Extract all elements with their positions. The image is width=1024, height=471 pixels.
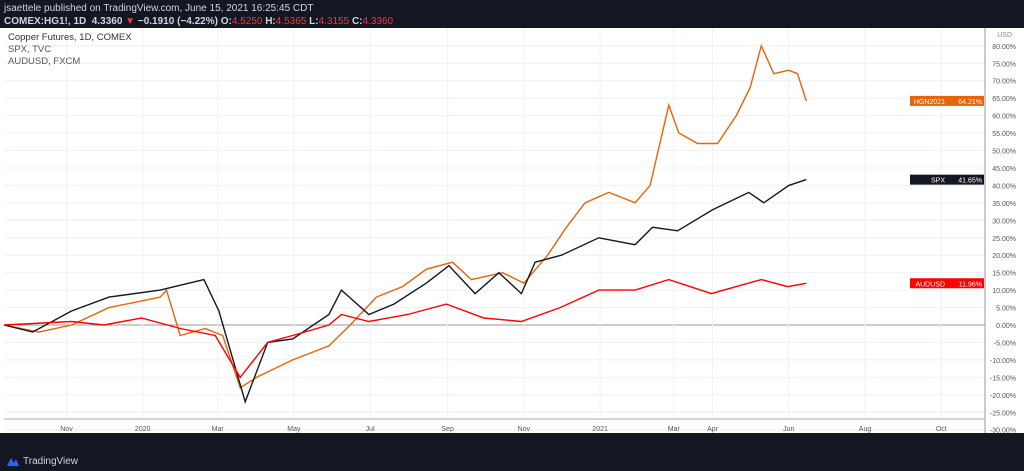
y-tick-label: -5.00% bbox=[994, 340, 1016, 347]
y-tick-label: 55.00% bbox=[992, 131, 1016, 138]
series-line-spx bbox=[3, 178, 807, 405]
last-value-badge bbox=[910, 278, 984, 289]
y-tick-label: 65.00% bbox=[992, 96, 1016, 103]
tradingview-logo-icon bbox=[7, 458, 19, 466]
y-tick-label: 10.00% bbox=[992, 288, 1016, 295]
series-line-hgn2021 bbox=[3, 43, 807, 389]
x-tick-label: 2020 bbox=[135, 426, 151, 433]
y-tick-label: 75.00% bbox=[992, 61, 1016, 68]
last-value-badge bbox=[910, 174, 984, 185]
open: 4.5250 bbox=[231, 16, 263, 27]
y-tick-label: 45.00% bbox=[992, 166, 1016, 173]
y-tick-label: -10.00% bbox=[990, 358, 1016, 365]
high-label: H: bbox=[265, 16, 276, 27]
x-tick-label: Aug bbox=[859, 426, 872, 433]
x-tick-label: Jul bbox=[366, 426, 375, 433]
legend-spx: SPX, TVC bbox=[8, 44, 52, 55]
x-tick-label: Sep bbox=[441, 426, 454, 433]
last-value-badge bbox=[910, 95, 984, 106]
y-tick-label: 30.00% bbox=[992, 218, 1016, 225]
x-tick-label: Apr bbox=[707, 426, 719, 433]
last-price: 4.3360 bbox=[91, 16, 123, 27]
close: 4.3360 bbox=[362, 16, 394, 27]
y-tick-label: 35.00% bbox=[992, 201, 1016, 208]
x-tick-label: Nov bbox=[60, 426, 73, 433]
legend: Copper Futures, 1D, COMEX SPX, TVC AUDUS… bbox=[8, 32, 132, 68]
y-tick-label: 15.00% bbox=[992, 271, 1016, 278]
y-tick-label: 0.00% bbox=[996, 323, 1016, 330]
x-tick-label: Mar bbox=[668, 426, 681, 433]
open-label: O: bbox=[220, 16, 232, 27]
down-arrow-icon: ▼ bbox=[125, 16, 136, 27]
series-name-label: SPX bbox=[931, 178, 945, 185]
series-name-label: HGN2021 bbox=[914, 99, 945, 106]
y-tick-label: 20.00% bbox=[992, 253, 1016, 260]
y-tick-label: -15.00% bbox=[990, 375, 1016, 382]
y-tick-label: -20.00% bbox=[990, 393, 1016, 400]
legend-copper: Copper Futures, 1D, COMEX bbox=[8, 32, 132, 43]
x-tick-label: Oct bbox=[936, 426, 947, 433]
y-tick-label: 70.00% bbox=[992, 79, 1016, 86]
y-tick-label: 5.00% bbox=[996, 306, 1016, 313]
x-tick-label: Nov bbox=[518, 426, 531, 433]
symbol: COMEX:HG1!, 1D bbox=[4, 16, 87, 27]
low-label: L: bbox=[309, 16, 319, 27]
last-value-label: 64.21% bbox=[958, 99, 982, 106]
y-tick-label: 40.00% bbox=[992, 183, 1016, 190]
x-tick-label: 2021 bbox=[592, 426, 608, 433]
footer: TradingView bbox=[6, 455, 78, 467]
last-value-label: 11.96% bbox=[959, 281, 982, 288]
change: −0.1910 (−4.22%) bbox=[137, 16, 218, 27]
high: 4.5365 bbox=[275, 16, 307, 27]
brand-name: TradingView bbox=[23, 455, 79, 467]
series-name-label: AUDUSD bbox=[915, 281, 945, 288]
chart-area[interactable]: 80.00% 75.00% 70.00% 65.00% 60.00% 55.00% 50.0… bbox=[0, 28, 1024, 435]
close-label: C: bbox=[351, 16, 363, 27]
y-tick-label: -30.00% bbox=[990, 428, 1016, 433]
publish-header: jsaettele published on TradingView.com, … bbox=[4, 2, 393, 28]
published-text: published on TradingView.com, June 15, 2… bbox=[44, 3, 314, 14]
currency-label: USD bbox=[997, 32, 1012, 39]
y-tick-label: 80.00% bbox=[992, 44, 1016, 51]
chart-svg[interactable]: 80.00% 75.00% 70.00% 65.00% 60.00% 55.00% 50.0… bbox=[0, 28, 1024, 435]
x-tick-label: May bbox=[287, 426, 301, 433]
legend-audusd: AUDUSD, FXCM bbox=[8, 56, 81, 67]
y-tick-label: 50.00% bbox=[992, 149, 1016, 156]
y-tick-label: 25.00% bbox=[992, 236, 1016, 243]
y-tick-label: -25.00% bbox=[990, 410, 1016, 417]
x-tick-label: Jun bbox=[783, 426, 794, 433]
series-line-audusd bbox=[3, 278, 807, 379]
last-value-label: 41.65% bbox=[958, 178, 982, 185]
x-tick-label: Mar bbox=[212, 426, 225, 433]
low: 4.3155 bbox=[318, 16, 350, 27]
y-tick-label: 60.00% bbox=[992, 114, 1016, 121]
publisher[interactable]: jsaettele bbox=[4, 3, 42, 14]
